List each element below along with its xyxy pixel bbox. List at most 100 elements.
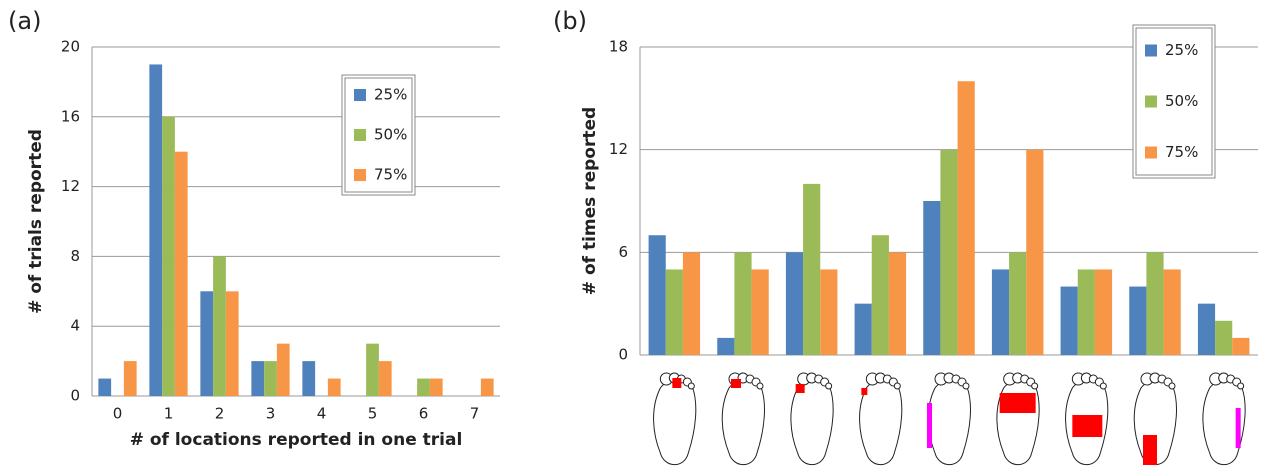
foot-outline [721, 379, 765, 466]
bar [682, 252, 701, 355]
legend-label: 75% [374, 166, 407, 184]
legend-swatch [354, 129, 366, 141]
bar [251, 361, 265, 396]
y-tick-label: 18 [609, 38, 628, 56]
foot-outline [653, 379, 697, 466]
bar [923, 201, 941, 355]
x-tick-label: 4 [317, 405, 327, 423]
bar [751, 269, 769, 355]
y-tick-label: 8 [70, 247, 80, 265]
y-tick-label: 16 [61, 107, 80, 125]
foot-region [1072, 415, 1103, 437]
toe [687, 382, 695, 390]
bar [1232, 337, 1250, 355]
bar [785, 252, 804, 355]
bar [225, 291, 239, 396]
foot-region [927, 403, 932, 448]
foot-region [731, 379, 741, 388]
foot-region [999, 393, 1036, 413]
foot-icon [859, 372, 903, 466]
bar [302, 361, 316, 396]
bar [957, 81, 975, 355]
y-tick-label: 12 [61, 177, 80, 195]
bar [888, 252, 907, 355]
bar [327, 378, 341, 396]
foot-icon [653, 372, 697, 466]
bar [480, 378, 494, 396]
toe [756, 382, 764, 390]
bar [213, 256, 226, 396]
foot-icon [1202, 372, 1246, 466]
bar [820, 269, 838, 355]
bar [366, 343, 379, 396]
bar [854, 303, 872, 355]
y-tick-label: 0 [618, 346, 628, 364]
bar [803, 183, 821, 355]
bar [1077, 269, 1095, 355]
legend-label: 25% [1165, 41, 1198, 59]
bar [940, 149, 958, 355]
y-tick-label: 20 [61, 38, 80, 56]
legend-box-inner [344, 77, 413, 193]
bar [98, 378, 112, 396]
bar [1197, 303, 1216, 355]
foot-icon [1133, 372, 1177, 466]
bar [264, 361, 277, 396]
x-tick-label: 1 [164, 405, 174, 423]
legend-swatch [354, 89, 366, 101]
foot-icon [996, 372, 1040, 466]
y-tick-label: 0 [70, 387, 80, 405]
legend-box-inner [1135, 27, 1213, 176]
foot-outline [927, 379, 971, 466]
bar [429, 378, 443, 396]
foot-region [1143, 435, 1157, 465]
bar [717, 337, 735, 355]
foot-icon [721, 372, 765, 466]
foot-region [861, 388, 868, 395]
bar [1215, 320, 1233, 355]
x-tick-label: 6 [419, 405, 429, 423]
foot-region [1235, 408, 1241, 448]
panel-label: (a) [8, 7, 41, 35]
bar [200, 291, 214, 396]
x-tick-label: 3 [266, 405, 276, 423]
toe [1168, 382, 1176, 390]
toe [825, 382, 833, 390]
y-tick-label: 6 [618, 243, 628, 261]
bar [123, 361, 137, 396]
foot-region [795, 384, 805, 393]
foot-icon [790, 372, 834, 466]
legend-swatch [1145, 95, 1157, 108]
y-tick-label: 4 [70, 317, 80, 335]
bar [162, 116, 175, 397]
bar [871, 235, 889, 355]
bar [734, 252, 752, 355]
toe [962, 382, 970, 390]
bar [1129, 286, 1147, 355]
foot-icon [927, 372, 971, 466]
bar [149, 64, 163, 396]
legend-swatch [1145, 44, 1157, 57]
bar [1060, 286, 1078, 355]
toe [893, 382, 901, 390]
foot-icon [1065, 372, 1109, 466]
legend-label: 75% [1165, 143, 1198, 161]
bar [417, 378, 430, 396]
bar [1094, 269, 1113, 355]
bar [1026, 149, 1044, 355]
foot-region [672, 378, 682, 388]
legend-swatch [1145, 146, 1157, 159]
bar [665, 269, 683, 355]
bar [378, 361, 392, 396]
x-tick-label: 2 [215, 405, 225, 423]
y-tick-label: 12 [609, 140, 628, 158]
x-tick-label: 5 [368, 405, 378, 423]
x-axis-title: # of locations reported in one trial [130, 430, 463, 450]
foot-outline [996, 379, 1040, 466]
bar [991, 269, 1010, 355]
bar [648, 235, 666, 355]
bar [1146, 252, 1164, 355]
legend-label: 50% [374, 126, 407, 144]
toe [1099, 382, 1107, 390]
